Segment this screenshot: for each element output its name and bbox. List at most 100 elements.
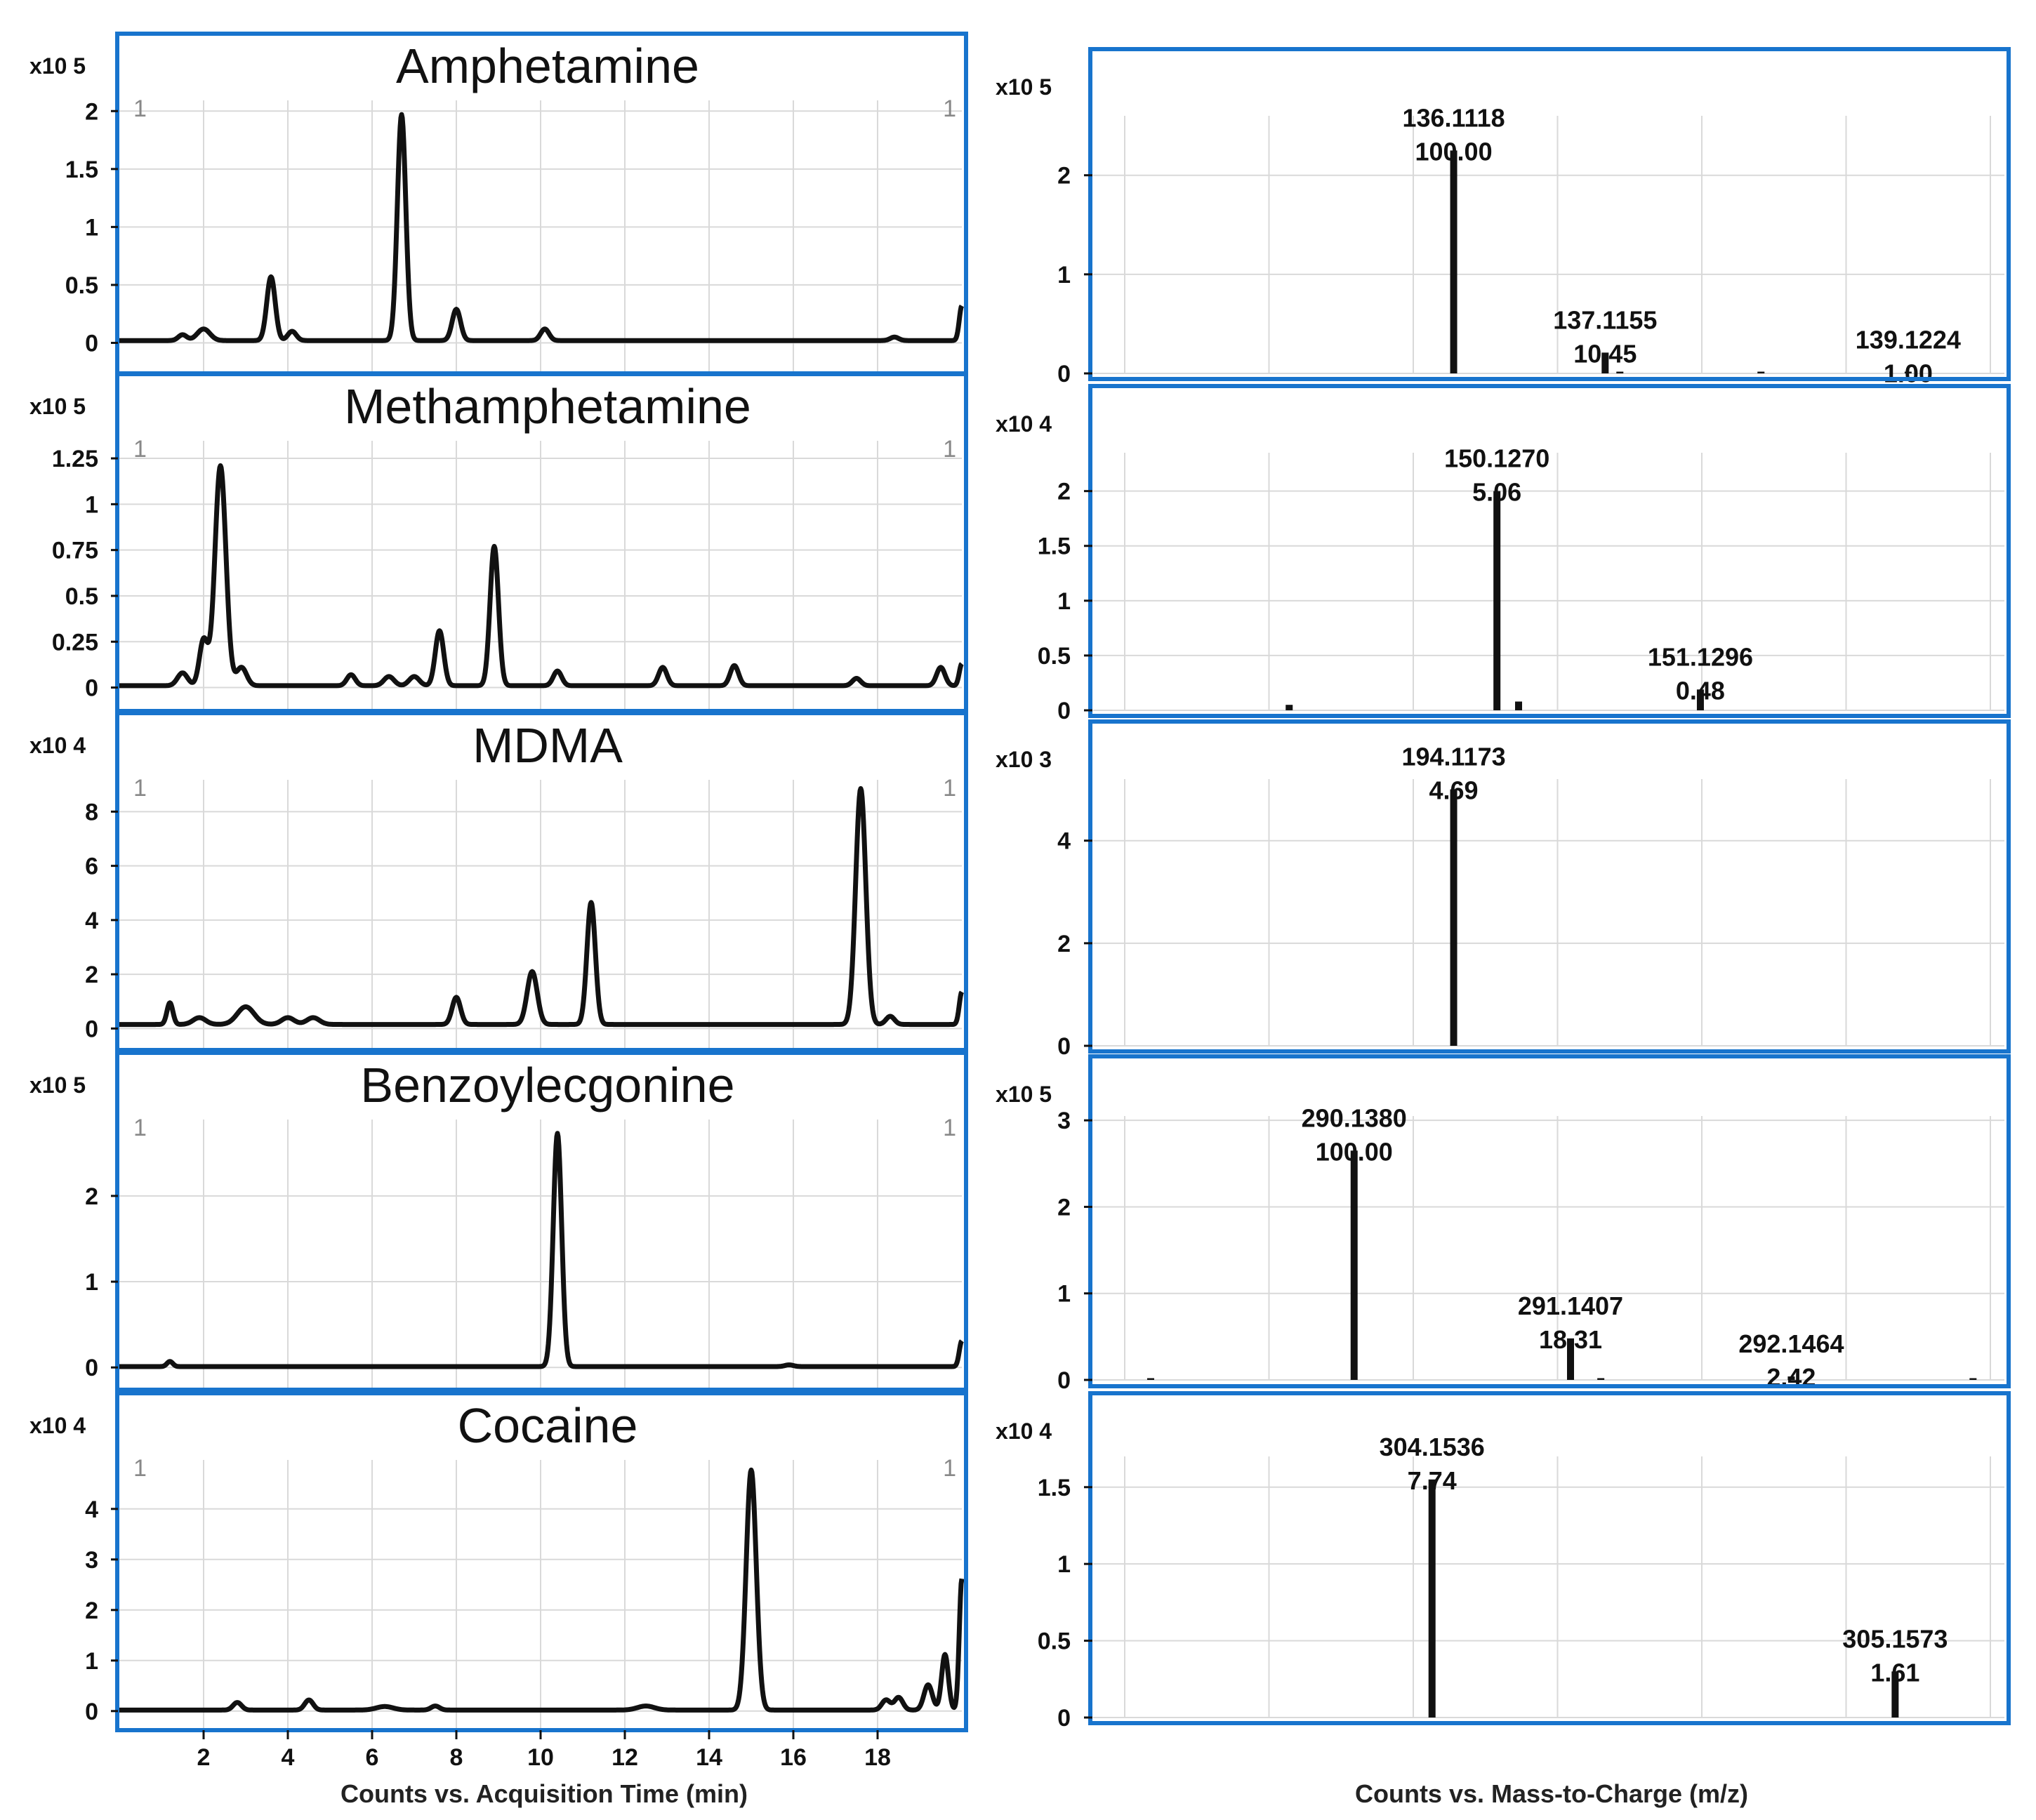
y-tick-label: 0 <box>1057 1705 1071 1732</box>
compound-title: Cocaine <box>458 1398 638 1453</box>
spectrum-bar <box>1450 150 1457 373</box>
spectrum-bar <box>1757 371 1765 373</box>
y-tick-label: 6 <box>85 853 98 880</box>
y-tick-label: 0.5 <box>1038 1628 1071 1655</box>
peak-abundance-label: 1.00 <box>1884 359 1933 388</box>
corner-marker-right: 1 <box>943 95 956 122</box>
y-tick-label: 0 <box>85 1355 98 1381</box>
chromatogram-grid <box>119 780 962 1048</box>
y-tick-label: 2 <box>85 1598 98 1624</box>
spectrum-bar <box>1904 371 1912 373</box>
y-tick-label: 0 <box>1057 361 1071 387</box>
chromatogram-panel: MDMA 1 1 x10 4 0 2 4 6 8 <box>29 711 968 1052</box>
y-tick-label: 0 <box>1057 698 1071 724</box>
spectrum-frame <box>1088 719 2011 1054</box>
peak-mz-label: 292.1464 <box>1738 1329 1844 1358</box>
time-tick-label: 8 <box>450 1744 463 1771</box>
peak-abundance-label: 7.74 <box>1408 1466 1457 1495</box>
chromatogram-trace <box>117 112 965 343</box>
peak-abundance-label: 10.45 <box>1573 339 1637 368</box>
time-tick-label: 2 <box>197 1744 211 1771</box>
y-tick-label: 0.5 <box>65 272 98 299</box>
spectrum-bar <box>1146 1378 1154 1380</box>
y-tick-label: 1 <box>85 491 98 518</box>
scale-label: x10 5 <box>996 74 1052 100</box>
spectrum-frame <box>1088 384 2011 718</box>
spectrum-bar <box>1285 705 1293 710</box>
spectrum-grid <box>1093 453 2004 711</box>
spectrum-bar <box>1515 701 1523 710</box>
scale-label: x10 3 <box>996 747 1052 772</box>
y-tick-label: 2 <box>85 98 98 125</box>
y-tick-label: 0.25 <box>52 629 98 656</box>
scale-label: x10 5 <box>996 1082 1052 1107</box>
spectrum-grid <box>1093 1116 2004 1381</box>
peak-abundance-label: 18.31 <box>1539 1325 1602 1354</box>
chromatogram-trace <box>117 463 964 689</box>
y-tick-label: 1.5 <box>65 157 98 183</box>
spectrum-bar <box>1493 491 1501 710</box>
corner-marker-right: 1 <box>943 1115 956 1141</box>
y-tick-label: 8 <box>85 799 98 825</box>
y-tick-label: 2 <box>85 1183 98 1210</box>
y-tick-label: 4 <box>85 1496 98 1523</box>
peak-abundance-label: 100.00 <box>1316 1137 1393 1166</box>
y-tick-label: 1 <box>1057 1281 1071 1308</box>
corner-marker-left: 1 <box>133 436 147 463</box>
scale-label: x10 4 <box>996 411 1052 437</box>
time-tick-label: 14 <box>696 1744 722 1771</box>
compound-title: Methamphetamine <box>344 379 751 434</box>
spectrum-panel: 194.1173 4.69 x10 3 0 2 4 <box>996 719 2011 1060</box>
peak-abundance-label: 1.61 <box>1870 1658 1919 1687</box>
corner-marker-left: 1 <box>133 775 147 802</box>
y-tick-label: 3 <box>85 1547 98 1574</box>
y-tick-label: 2 <box>1057 1194 1071 1221</box>
spectrum-column: 136.1118 100.00 137.1155 10.45 139.1224 1.00 x… <box>996 47 2011 1732</box>
y-tick-label: 2 <box>1057 479 1071 505</box>
y-tick-label: 4 <box>1057 828 1071 855</box>
y-tick-label: 0 <box>85 330 98 357</box>
peak-mz-label: 137.1155 <box>1553 305 1657 334</box>
chromatogram-frame <box>115 1051 968 1392</box>
spectrum-bar <box>1891 1671 1899 1718</box>
y-tick-label: 0 <box>85 675 98 702</box>
chromatogram-trace <box>117 786 965 1028</box>
corner-marker-right: 1 <box>943 775 956 802</box>
y-tick-label: 1.25 <box>52 446 98 472</box>
corner-marker-right: 1 <box>943 1455 956 1482</box>
y-tick-label: 0 <box>85 1699 98 1725</box>
spectrum-frame <box>1088 47 2011 381</box>
compound-title: MDMA <box>472 718 623 773</box>
spectrum-panel: 136.1118 100.00 137.1155 10.45 139.1224 1.00 x… <box>996 47 2011 388</box>
spectrum-bar <box>1696 689 1704 710</box>
chromatogram-trace <box>117 1467 965 1713</box>
scale-label: x10 4 <box>996 1419 1052 1444</box>
y-tick-label: 1 <box>1057 262 1071 288</box>
y-tick-label: 0 <box>85 1016 98 1042</box>
chromatogram-grid <box>119 1460 962 1728</box>
y-tick-label: 0 <box>1057 1367 1071 1394</box>
compound-title: Benzoylecgonine <box>360 1058 734 1112</box>
spectrum-panel: 150.1270 5.06 151.1296 0.48 x10 4 0 0.5 1 1.5 2 <box>996 384 2011 724</box>
y-tick-label: 1 <box>85 1269 98 1296</box>
spectrum-bar <box>1450 789 1457 1046</box>
y-tick-label: 3 <box>1057 1108 1071 1134</box>
spectrum-frame <box>1088 1391 2011 1725</box>
peak-mz-label: 194.1173 <box>1401 743 1505 771</box>
peak-abundance-label: 4.69 <box>1429 776 1479 805</box>
chromatogram-trace <box>117 1131 964 1369</box>
y-tick-label: 0.75 <box>52 538 98 564</box>
spectrum-bar <box>1601 352 1609 373</box>
peak-mz-label: 305.1573 <box>1842 1624 1948 1653</box>
time-tick-label: 10 <box>527 1744 554 1771</box>
chromatogram-frame <box>115 711 968 1052</box>
spectrum-bar <box>1616 371 1624 373</box>
y-tick-label: 2 <box>85 962 98 988</box>
compound-title: Amphetamine <box>396 39 699 93</box>
y-tick-label: 1.5 <box>1038 533 1071 560</box>
chromatogram-column: Amphetamine 1 1 x10 5 0 0.5 1 1.5 2 Methamphetami… <box>29 32 968 1732</box>
chromatogram-panel: Amphetamine 1 1 x10 5 0 0.5 1 1.5 2 <box>29 32 968 376</box>
peak-mz-label: 136.1118 <box>1402 103 1505 132</box>
